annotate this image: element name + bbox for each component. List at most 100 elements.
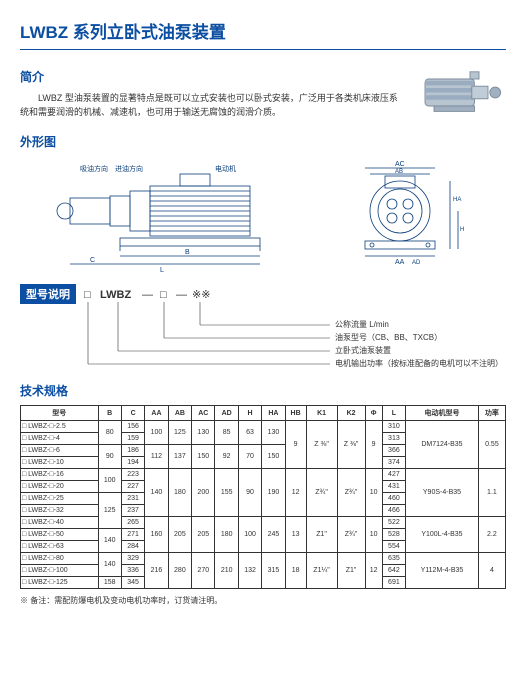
svg-text:B: B	[185, 249, 190, 256]
spec-cell: 227	[121, 481, 144, 493]
spec-cell: □ LWBZ-□-125	[21, 577, 99, 589]
spec-cell: 12	[365, 553, 382, 589]
spec-cell: 130	[262, 421, 285, 445]
page-title: LWBZ 系列立卧式油泵装置	[20, 18, 506, 50]
spec-cell: DM7124-B35	[406, 421, 479, 469]
svg-text:油泵型号（CB、BB、TXCB）: 油泵型号（CB、BB、TXCB）	[335, 332, 442, 342]
spec-cell: 245	[262, 517, 285, 553]
spec-cell: 691	[382, 577, 405, 589]
spec-cell: 528	[382, 529, 405, 541]
spec-cell: 284	[121, 541, 144, 553]
spec-cell: 186	[121, 445, 144, 457]
spec-cell: 427	[382, 469, 405, 481]
svg-text:电机输出功率（按标准配备的电机可以不注明）: 电机输出功率（按标准配备的电机可以不注明）	[335, 358, 500, 368]
spec-cell: □ LWBZ-□-32	[21, 505, 99, 517]
outline-front-view: AC AB HA H AA AD	[310, 156, 490, 276]
spec-cell: □ LWBZ-□-63	[21, 541, 99, 553]
spec-cell: 374	[382, 457, 405, 469]
intro-section: 简介 LWBZ 型油泵装置的显著特点是既可以立式安装也可以卧式安装，广泛用于各类…	[20, 60, 506, 125]
spec-cell: 210	[215, 553, 238, 589]
spec-cell: 329	[121, 553, 144, 565]
spec-cell: Z¾"	[306, 469, 337, 517]
spec-cell: 271	[121, 529, 144, 541]
spec-cell: 80	[98, 421, 121, 445]
svg-text:※※: ※※	[192, 289, 210, 301]
spec-cell: 112	[145, 445, 168, 469]
spec-cell: Z1"	[337, 553, 365, 589]
spec-cell: 2.2	[478, 517, 505, 553]
spec-cell: 1.1	[478, 469, 505, 517]
spec-col-header: L	[382, 406, 405, 421]
spec-cell: 155	[215, 469, 238, 517]
intro-heading: 简介	[20, 68, 406, 85]
spec-cell: 125	[98, 493, 121, 529]
spec-col-header: AA	[145, 406, 168, 421]
spec-cell: 100	[145, 421, 168, 445]
spec-cell: Z1¼"	[306, 553, 337, 589]
spec-cell: □ LWBZ-□-80	[21, 553, 99, 565]
spec-cell: □ LWBZ-□-20	[21, 481, 99, 493]
spec-row: □ LWBZ-□-8014032921628027021013231518Z1¼…	[21, 553, 506, 565]
svg-text:HA: HA	[453, 197, 461, 203]
spec-col-header: H	[238, 406, 261, 421]
outline-heading: 外形图	[20, 133, 506, 150]
spec-cell: □ LWBZ-□-4	[21, 433, 99, 445]
svg-text:公称流量 L/min: 公称流量 L/min	[335, 319, 389, 329]
svg-text:□: □	[84, 289, 91, 301]
spec-cell: 132	[238, 553, 261, 589]
spec-col-header: C	[121, 406, 144, 421]
spec-cell: 140	[98, 553, 121, 577]
spec-col-header: 型号	[21, 406, 99, 421]
spec-cell: 90	[238, 469, 261, 517]
spec-cell: Z¾"	[337, 469, 365, 517]
spec-cell: 10	[365, 469, 382, 517]
spec-heading: 技术规格	[20, 382, 506, 399]
spec-cell: 345	[121, 577, 144, 589]
spec-cell: 137	[168, 445, 191, 469]
spec-row: □ LWBZ-□-2.58015610012513085631309Z ⅜"Z …	[21, 421, 506, 433]
spec-cell: 0.55	[478, 421, 505, 469]
spec-cell: 315	[262, 553, 285, 589]
svg-text:□: □	[160, 289, 167, 301]
spec-col-header: HB	[285, 406, 306, 421]
spec-cell: □ LWBZ-□-25	[21, 493, 99, 505]
spec-cell: 265	[121, 517, 144, 529]
svg-text:LWBZ: LWBZ	[100, 289, 131, 301]
spec-cell: 336	[121, 565, 144, 577]
spec-cell: 554	[382, 541, 405, 553]
outline-side-view: 吸油方向 进油方向 电动机 B L C	[20, 156, 300, 276]
model-heading: 型号说明	[20, 284, 76, 304]
spec-cell: 150	[192, 445, 215, 469]
label-motor: 电动机	[215, 164, 236, 173]
spec-footnote: ※ 备注：需配防爆电机及变动电机功率时，订货请注明。	[20, 595, 506, 606]
spec-cell: □ LWBZ-□-6	[21, 445, 99, 457]
spec-col-header: AB	[168, 406, 191, 421]
spec-cell: 130	[192, 421, 215, 445]
spec-cell: 156	[121, 421, 144, 433]
spec-header-row: 型号BCAAABACADHHAHBK1K2ΦL电动机型号功率	[21, 406, 506, 421]
spec-cell: 522	[382, 517, 405, 529]
spec-cell: 12	[285, 469, 306, 517]
model-diagram: □ LWBZ — □ — ※※ 公称流量 L/min 油泵型号（CB、BB	[80, 284, 506, 374]
spec-cell: □ LWBZ-□-10	[21, 457, 99, 469]
spec-cell: 18	[285, 553, 306, 589]
spec-cell: 310	[382, 421, 405, 433]
spec-cell: 231	[121, 493, 144, 505]
spec-row: □ LWBZ-□-161002231401802001559019012Z¾"Z…	[21, 469, 506, 481]
spec-cell: Z1"	[306, 517, 337, 553]
spec-cell: 159	[121, 433, 144, 445]
spec-cell: 70	[238, 445, 261, 469]
spec-cell: 460	[382, 493, 405, 505]
spec-cell: 223	[121, 469, 144, 481]
spec-table: 型号BCAAABACADHHAHBK1K2ΦL电动机型号功率 □ LWBZ-□-…	[20, 405, 506, 589]
spec-row: □ LWBZ-□-4026516020520518010024513Z1"Z¾"…	[21, 517, 506, 529]
spec-cell: 158	[98, 577, 121, 589]
spec-cell: □ LWBZ-□-2.5	[21, 421, 99, 433]
spec-cell: 180	[168, 469, 191, 517]
spec-col-header: 电动机型号	[406, 406, 479, 421]
intro-text: LWBZ 型油泵装置的显著特点是既可以立式安装也可以卧式安装，广泛用于各类机床液…	[20, 91, 406, 120]
spec-cell: 63	[238, 421, 261, 445]
svg-text:H: H	[460, 227, 464, 233]
model-section: 型号说明 □ LWBZ — □ — ※※ 公称流量	[20, 284, 506, 374]
spec-body: □ LWBZ-□-2.58015610012513085631309Z ⅜"Z …	[21, 421, 506, 589]
